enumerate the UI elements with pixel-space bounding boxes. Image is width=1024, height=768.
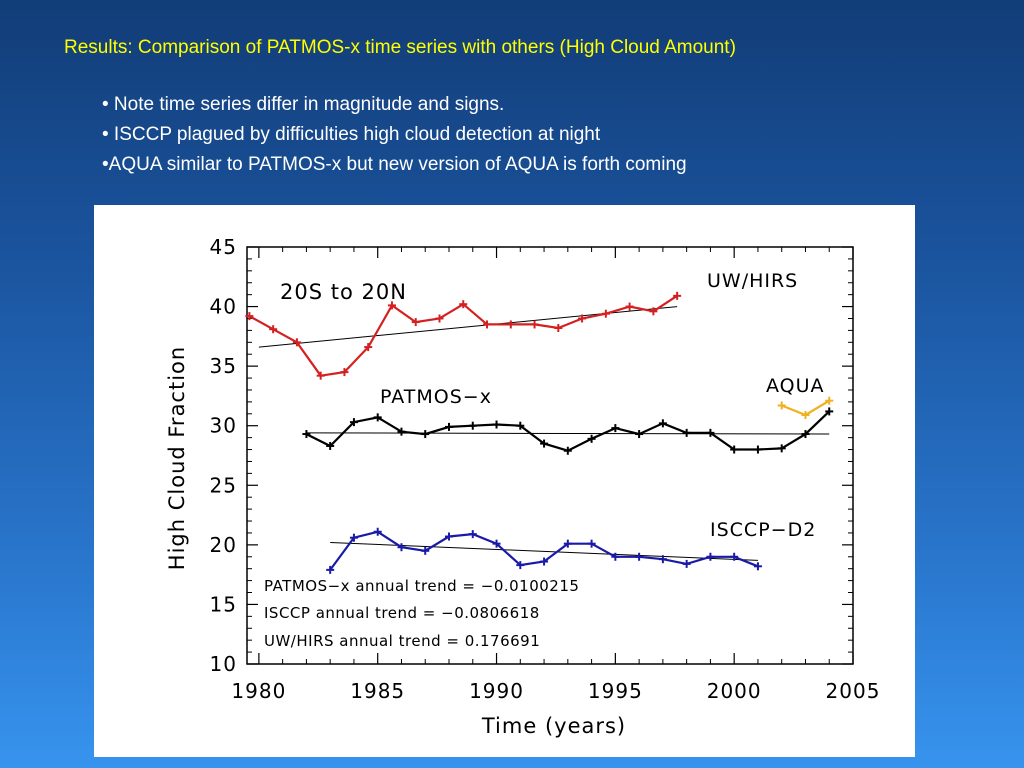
isccp-d2-point (658, 555, 667, 564)
patmos-x-point (611, 424, 620, 433)
patmos-x-point (777, 444, 786, 453)
uw-hirs-point (673, 291, 682, 300)
y-tick-label: 35 (210, 354, 237, 378)
patmos-x-point (349, 418, 358, 427)
patmos-x-point (635, 430, 644, 439)
y-tick-label: 20 (210, 533, 237, 557)
x-tick-label: 1990 (469, 679, 524, 703)
y-tick-label: 10 (210, 652, 237, 676)
uw-hirs-point (601, 309, 610, 318)
patmos-x-point (682, 428, 691, 437)
isccp-d2-point (326, 565, 335, 574)
x-tick-label: 2000 (707, 679, 762, 703)
uw-hirs-point (649, 307, 658, 316)
isccp-d2-point (373, 527, 382, 536)
x-tick-label: 1980 (231, 679, 286, 703)
isccp-d2-point (730, 552, 739, 561)
uw-hirs-point (459, 300, 468, 309)
uw-hirs-point (387, 301, 396, 310)
uw-hirs-point (483, 320, 492, 329)
y-tick-label: 40 (210, 295, 237, 319)
bullet-item: •AQUA similar to PATMOS-x but new versio… (102, 154, 687, 175)
y-axis-title: High Cloud Fraction (165, 346, 189, 570)
uw-hirs-point (530, 320, 539, 329)
patmos-x-point (658, 419, 667, 428)
patmos-x-point (373, 413, 382, 422)
patmos-x-point (302, 430, 311, 439)
isccp-d2-point (349, 533, 358, 542)
y-tick-label: 30 (210, 414, 237, 438)
uw-hirs-point (625, 302, 634, 311)
trend-patmos-label: PATMOS−x annual trend = −0.0100215 (264, 577, 579, 595)
isccp-d2-point (540, 557, 549, 566)
x-tick-label: 2005 (826, 679, 881, 703)
isccp-d2-point (445, 532, 453, 541)
uw-hirs-point (316, 371, 325, 380)
aqua-point (777, 401, 786, 410)
patmos-x-point (706, 428, 715, 437)
aqua-label: AQUA (766, 375, 825, 397)
patmos-x-point (326, 441, 335, 450)
isccp-label: ISCCP−D2 (710, 519, 816, 541)
patmos-x-point (397, 427, 406, 436)
isccp-d2-point (587, 539, 596, 548)
y-tick-label: 25 (210, 473, 237, 497)
uw-hirs-point (245, 312, 254, 321)
plot-frame (246, 246, 854, 665)
isccp-d2-point (421, 546, 430, 555)
uw-hirs-point (292, 338, 301, 347)
patmos-x-point (730, 445, 739, 454)
patmos-x-point (753, 445, 762, 454)
isccp-d2-point (397, 543, 406, 552)
uw-hirs-point (554, 324, 563, 333)
uw-hirs-point (411, 318, 420, 327)
x-tick-label: 1995 (588, 679, 643, 703)
patmos-label: PATMOS−x (380, 386, 492, 408)
patmos-x-point (587, 434, 596, 443)
aqua-point (801, 410, 810, 419)
isccp-d2-point (516, 561, 525, 570)
patmos-x-point (516, 421, 525, 430)
patmos-x-point (492, 420, 501, 429)
uw-hirs-point (578, 314, 587, 323)
isccp-d2-point (611, 552, 620, 561)
patmos-x-point (825, 407, 834, 416)
region-label: 20S to 20N (280, 280, 407, 304)
uw-hirs-point (364, 343, 373, 352)
isccp-d2-point (635, 552, 644, 561)
isccp-d2-point (753, 562, 762, 571)
patmos-x-point (563, 446, 572, 455)
uw-hirs-point (269, 325, 278, 334)
patmos-x-line (305, 410, 830, 452)
isccp-d2-point (492, 539, 501, 548)
isccp-d2-point (468, 530, 477, 539)
x-tick-label: 1985 (350, 679, 405, 703)
uw-hirs-point (340, 368, 349, 377)
patmos-x-trend-line (306, 432, 830, 435)
bullet-list: • Note time series differ in magnitude a… (102, 90, 687, 180)
x-axis-title: Time (years) (481, 714, 626, 738)
slide-title: Results: Comparison of PATMOS-x time ser… (64, 37, 736, 58)
patmos-x-point (445, 422, 453, 431)
patmos-x-point (421, 430, 430, 439)
y-tick-label: 15 (210, 592, 237, 616)
uw-hirs-point (435, 314, 444, 323)
uw-hirs-trend-line (258, 306, 678, 348)
trend-isccp-label: ISCCP annual trend = −0.0806618 (264, 604, 540, 622)
patmos-x-point (801, 430, 810, 439)
uw-hirs-point (506, 320, 515, 329)
high-cloud-chart: 1980 1985 1990 1995 2000 2005 10 15 20 25 30 35 40 45… (165, 235, 881, 738)
trend-uwhirs-label: UW/HIRS annual trend = 0.176691 (264, 632, 540, 650)
bullet-item: • Note time series differ in magnitude a… (102, 94, 505, 115)
patmos-x-point (468, 421, 477, 430)
patmos-x-point (540, 439, 549, 448)
uw-hirs-label: UW/HIRS (707, 270, 798, 292)
bullet-item: • ISCCP plagued by difficulties high clo… (102, 124, 601, 145)
isccp-d2-point (682, 559, 691, 568)
y-tick-label: 45 (210, 235, 237, 259)
isccp-d2-point (563, 539, 572, 548)
chart-panel: 1980 1985 1990 1995 2000 2005 10 15 20 25 30 35 40 45… (94, 205, 915, 757)
aqua-point (825, 396, 834, 405)
isccp-d2-point (706, 552, 715, 561)
